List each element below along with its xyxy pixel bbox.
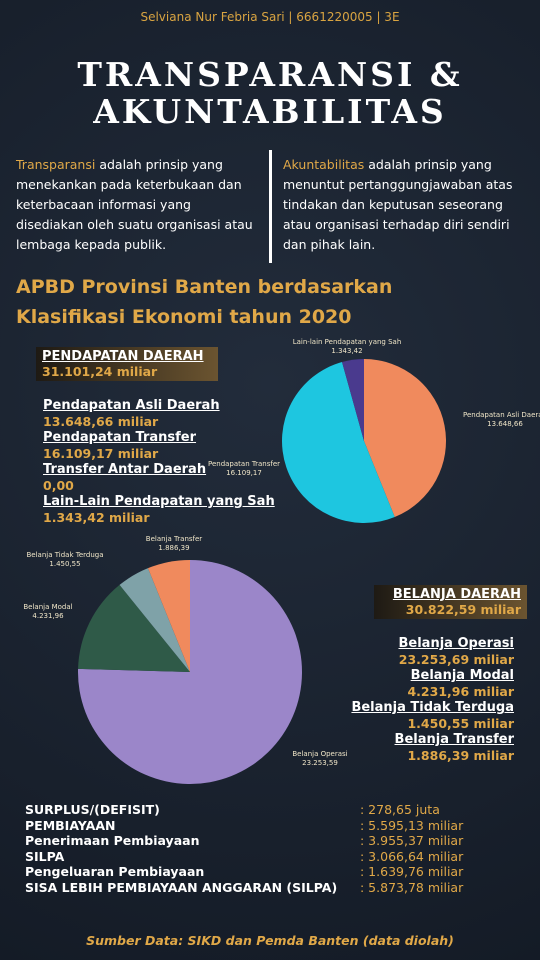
pie-slice	[342, 359, 364, 441]
slice-value: 13.648,66	[487, 420, 523, 428]
summary-row: Pengeluaran Pembiayaan : 1.639,76 miliar	[25, 864, 495, 880]
item-name: Belanja Operasi	[398, 636, 514, 651]
term: Transparansi	[16, 157, 96, 172]
slice-label: Belanja Transfer	[146, 535, 203, 543]
title: AKUNTABILITAS	[93, 92, 447, 131]
total-box: BELANJA DAERAH 30.822,59 miliar	[374, 585, 527, 619]
pie-slice	[78, 584, 190, 672]
item-name: Pendapatan Asli Daerah	[43, 398, 220, 413]
title: TRANSPARANSI &	[77, 55, 463, 94]
summary-value: : 5.873,78 miliar	[360, 879, 464, 895]
box-total: 31.101,24 miliar	[42, 364, 158, 379]
definition: Transparansi adalah prinsip yang menekan…	[16, 155, 261, 255]
slice-label: Lain-lain Pendapatan yang Sah	[293, 338, 402, 346]
summary-row: SISA LEBIH PEMBIAYAAN ANGGARAN (SILPA) : …	[25, 880, 495, 896]
item-amount: 4.231,96 miliar	[407, 684, 514, 699]
item-amount: 0,00	[43, 478, 74, 493]
item-name: Belanja Modal	[410, 668, 514, 683]
item-name: Belanja Tidak Terduga	[351, 700, 514, 715]
slice-value: 23.253,59	[302, 759, 338, 767]
summary-value: : 278,65 juta	[360, 802, 440, 817]
item-amount: 1.450,55 miliar	[407, 716, 514, 731]
pie-slice	[147, 560, 190, 672]
box-title: BELANJA DAERAH	[392, 587, 521, 602]
item-name: Transfer Antar Daerah	[43, 462, 207, 477]
slice-value: 1.343,42	[331, 347, 362, 355]
summary-row: Penerimaan Pembiayaan : 3.955,37 miliar	[25, 833, 495, 849]
pie-slice	[119, 568, 190, 672]
item-name: Belanja Transfer	[394, 732, 514, 747]
divider	[269, 150, 272, 263]
item-name: Pendapatan Transfer	[43, 430, 197, 445]
summary-label: SISA LEBIH PEMBIAYAAN ANGGARAN (SILPA)	[25, 879, 338, 895]
source: Sumber Data: SIKD dan Pemda Banten (data…	[86, 933, 454, 948]
item-amount: 1.343,42 miliar	[43, 510, 150, 525]
item-amount: 1.886,39 miliar	[407, 748, 514, 763]
item-amount: 16.109,17 miliar	[43, 446, 159, 461]
item-amount: 23.253,69 miliar	[398, 652, 514, 667]
summary-row: SILPA : 3.066,64 miliar	[25, 849, 495, 865]
term: Akuntabilitas	[283, 157, 365, 172]
list: Pendapatan Asli Daerah 13.648,66 miliar Pe…	[43, 398, 275, 526]
section-title: APBD Provinsi Banten berdasarkan	[16, 276, 393, 298]
pie-slice	[281, 362, 395, 524]
slice-label: Belanja Operasi	[292, 750, 347, 758]
box-title: PENDAPATAN DAERAH	[42, 349, 204, 364]
slice-value: 4.231,96	[32, 612, 64, 620]
slice-value: 1.886,39	[158, 544, 189, 552]
slice-value: 1.450,55	[49, 560, 80, 568]
summary-row: SURPLUS/(DEFISIT) : 278,65 juta	[25, 802, 495, 818]
item-name: Lain-Lain Pendapatan yang Sah	[43, 494, 275, 509]
item-amount: 13.648,66 miliar	[43, 414, 159, 429]
pie-slice	[364, 359, 447, 518]
slice-label: Belanja Modal	[23, 603, 72, 611]
summary-label: SILPA	[25, 848, 65, 864]
box-total: 30.822,59 miliar	[405, 602, 521, 617]
summary-value: : 3.066,64 miliar	[360, 848, 464, 864]
text: adalah prinsip yang menuntut pertanggung…	[283, 157, 513, 252]
author: Selviana Nur Febria Sari | 6661220005 | …	[140, 10, 400, 24]
text: adalah prinsip yang menekankan pada kete…	[16, 157, 253, 252]
summary-label: Penerimaan Pembiayaan	[25, 833, 200, 848]
slice-label: Pendapatan Transfer	[208, 460, 280, 468]
summary-row: PEMBIAYAAN : 5.595,13 miliar	[25, 818, 495, 834]
total-box: PENDAPATAN DAERAH 31.101,24 miliar	[36, 347, 218, 381]
summary-value: : 1.639,76 miliar	[360, 864, 464, 879]
slice-label: Belanja Tidak Terduga	[26, 551, 103, 559]
definition: Akuntabilitas adalah prinsip yang menunt…	[283, 155, 528, 255]
section-title: Klasifikasi Ekonomi tahun 2020	[16, 306, 352, 328]
list: Belanja Operasi 23.253,69 miliar Belanja M…	[351, 636, 514, 764]
summary-value: : 3.955,37 miliar	[360, 833, 464, 848]
summary-label: Pengeluaran Pembiayaan	[25, 864, 205, 879]
summary-value: : 5.595,13 miliar	[360, 817, 464, 833]
summary-label: SURPLUS/(DEFISIT)	[25, 802, 160, 817]
slice-value: 16.109,17	[226, 469, 262, 477]
slice-label: Pendapatan Asli Daerah	[463, 411, 540, 419]
summary-label: PEMBIAYAAN	[25, 817, 116, 833]
summary: SURPLUS/(DEFISIT): 278,65 juta PEMBIAYAAN…	[25, 802, 495, 895]
